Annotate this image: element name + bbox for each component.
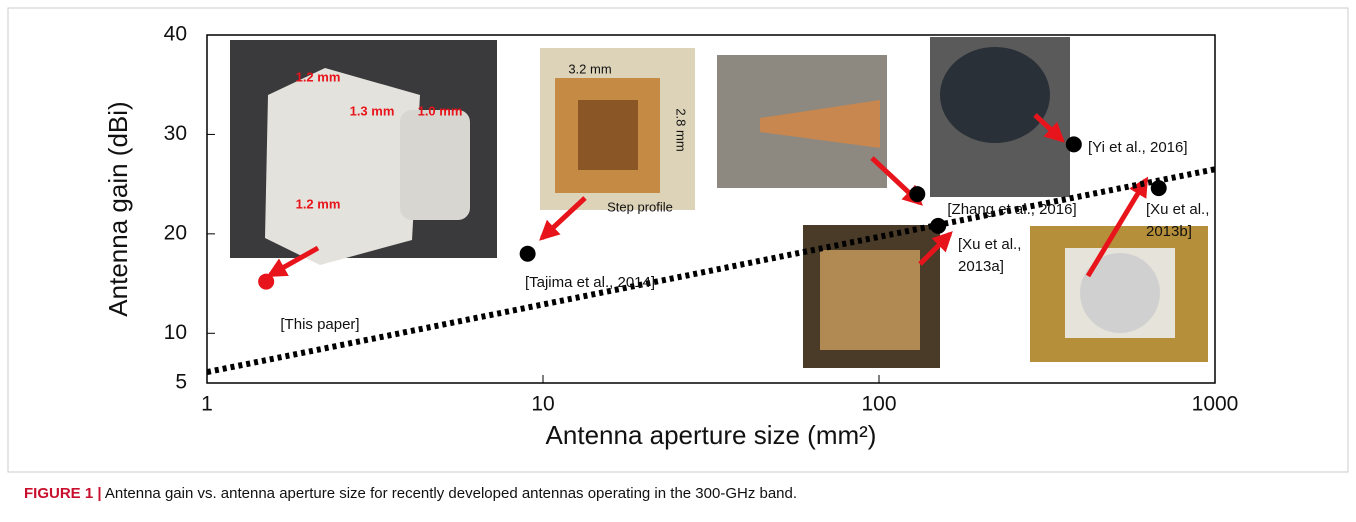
caption-label: FIGURE 1 | — [24, 485, 102, 502]
y-tick-label: 20 — [164, 221, 187, 244]
data-point — [909, 186, 925, 202]
y-tick-label: 30 — [164, 122, 187, 145]
photo-object — [578, 100, 638, 170]
data-point — [1066, 136, 1082, 152]
photo-annotation: 3.2 mm — [568, 61, 611, 76]
x-tick-label: 1000 — [1192, 393, 1239, 416]
photo-object — [940, 47, 1050, 143]
point-label: [Xu et al., — [958, 236, 1021, 253]
point-label: [Tajima et al., 2014] — [525, 274, 655, 291]
y-tick-label: 5 — [175, 371, 187, 394]
x-tick-label: 10 — [531, 393, 554, 416]
photo-annotation: 1.3 mm — [350, 103, 395, 118]
photo-annotation: 1.2 mm — [296, 69, 341, 84]
point-label: [Zhang et al., 2016] — [947, 201, 1076, 218]
y-tick-label: 10 — [164, 321, 187, 344]
photo-annotation: 2.8 mm — [674, 108, 689, 151]
x-tick-label: 100 — [861, 393, 896, 416]
y-axis-label: Antenna gain (dBi) — [103, 101, 133, 316]
photo-object — [265, 68, 420, 265]
photo-annotation: Step profile — [607, 199, 673, 214]
page: {"chart_data": { "type": "scatter", "xla… — [0, 0, 1356, 522]
point-label: 2013a] — [958, 258, 1004, 275]
caption-text: Antenna gain vs. antenna aperture size f… — [102, 485, 797, 502]
caption: FIGURE 1 | Antenna gain vs. antenna aper… — [24, 485, 797, 502]
data-point — [1151, 180, 1167, 196]
y-tick-label: 40 — [164, 23, 187, 46]
point-label: [Yi et al., 2016] — [1088, 139, 1188, 156]
x-axis-label: Antenna aperture size (mm²) — [546, 420, 877, 450]
photo-annotation: 1.0 mm — [418, 103, 463, 118]
data-point — [520, 246, 536, 262]
data-point — [258, 274, 274, 290]
point-label: [Xu et al., — [1146, 201, 1209, 218]
x-tick-label: 1 — [201, 393, 213, 416]
data-point — [930, 218, 946, 234]
photo-annotation: 1.2 mm — [296, 196, 341, 211]
photo-object — [820, 250, 920, 350]
photo-object — [400, 110, 470, 220]
point-label: [This paper] — [280, 316, 359, 333]
point-label: 2013b] — [1146, 223, 1192, 240]
figure: Antenna gain (dBi) Antenna aperture size… — [0, 0, 1356, 517]
